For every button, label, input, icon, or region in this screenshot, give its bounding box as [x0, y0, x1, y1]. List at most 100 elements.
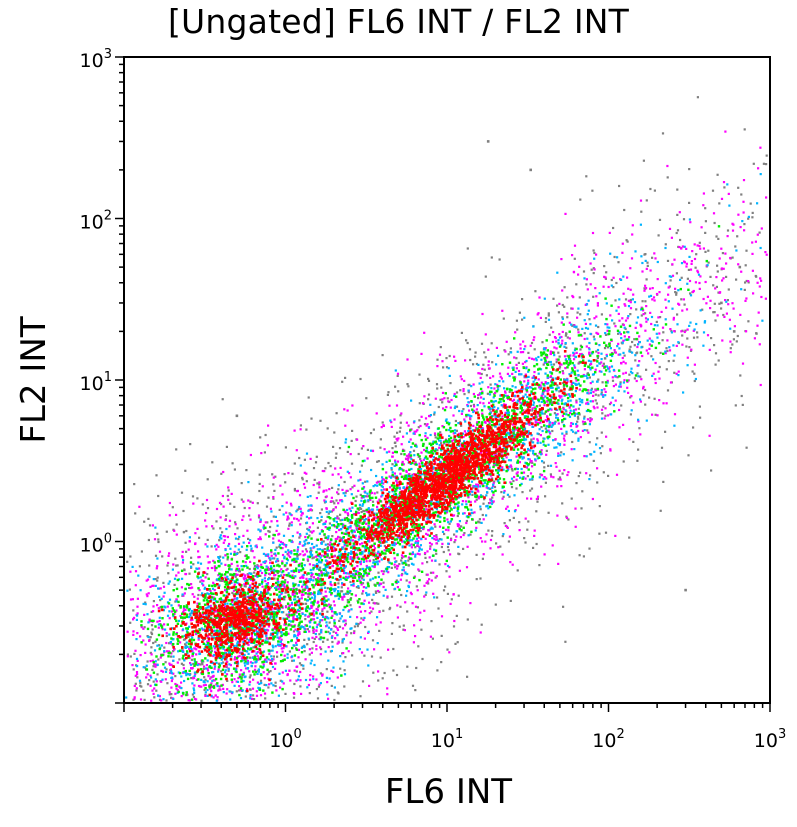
data-point — [191, 495, 195, 498]
data-point — [126, 655, 129, 658]
data-point — [156, 576, 159, 579]
data-point — [547, 314, 550, 317]
data-point — [749, 202, 752, 205]
data-point — [281, 591, 284, 594]
data-point — [419, 458, 422, 461]
data-point — [267, 568, 270, 571]
data-point — [452, 432, 455, 435]
data-point — [765, 196, 768, 199]
data-point — [283, 585, 286, 588]
data-point — [236, 592, 239, 595]
data-point — [242, 573, 245, 576]
data-point — [273, 667, 277, 670]
data-point — [536, 439, 540, 442]
data-point — [287, 632, 290, 635]
data-point — [418, 569, 421, 572]
data-point — [557, 422, 560, 425]
data-point — [623, 335, 626, 338]
data-point — [615, 473, 619, 476]
data-point — [226, 558, 229, 561]
data-point — [133, 684, 136, 687]
data-point — [249, 661, 252, 664]
data-point — [272, 515, 275, 518]
data-point — [254, 665, 257, 668]
data-point — [298, 533, 302, 536]
data-point — [159, 606, 162, 609]
data-point — [543, 553, 546, 556]
data-point — [460, 412, 463, 415]
data-point — [509, 464, 512, 467]
data-point — [188, 540, 191, 543]
data-point — [408, 453, 411, 456]
data-point — [312, 675, 315, 678]
data-point — [311, 531, 314, 534]
data-point — [205, 525, 208, 528]
data-point — [407, 473, 410, 476]
data-point — [535, 497, 538, 501]
data-point — [253, 654, 256, 657]
data-point — [665, 368, 668, 371]
data-point — [414, 517, 418, 520]
data-point — [433, 523, 436, 526]
data-point — [676, 313, 679, 316]
data-point — [473, 405, 476, 408]
data-point — [423, 584, 426, 587]
data-point — [682, 298, 685, 301]
data-point — [211, 461, 214, 464]
data-point — [360, 651, 364, 654]
data-point — [393, 418, 396, 421]
data-point — [331, 486, 334, 489]
data-point — [742, 200, 745, 203]
data-point — [378, 498, 381, 501]
data-point — [139, 589, 142, 592]
data-point — [734, 245, 737, 248]
data-point — [279, 679, 282, 682]
data-point — [325, 676, 328, 679]
data-point — [270, 682, 273, 685]
data-point — [613, 255, 616, 259]
data-point — [371, 449, 374, 452]
data-point — [175, 513, 178, 516]
data-point — [508, 440, 512, 443]
data-point — [167, 650, 170, 653]
data-point — [623, 303, 626, 306]
data-point — [754, 240, 757, 243]
data-point — [532, 546, 535, 549]
data-point — [492, 500, 495, 503]
data-point — [608, 326, 611, 329]
data-point — [626, 240, 629, 243]
data-point — [603, 388, 606, 391]
data-point — [332, 500, 335, 503]
data-point — [324, 526, 327, 529]
data-point — [604, 414, 607, 417]
data-point — [216, 696, 219, 699]
data-point — [423, 474, 427, 478]
data-point — [265, 684, 268, 687]
data-point — [743, 223, 746, 226]
data-point — [476, 421, 479, 424]
data-point — [245, 687, 249, 691]
data-point — [129, 555, 132, 558]
data-point — [287, 472, 290, 475]
data-point — [728, 318, 731, 321]
data-point — [579, 198, 582, 201]
data-point — [530, 357, 534, 360]
data-point — [350, 584, 353, 587]
data-point — [355, 518, 358, 521]
data-point — [649, 311, 652, 314]
data-point — [201, 613, 204, 616]
data-point — [456, 641, 459, 644]
data-point — [283, 473, 286, 476]
data-point — [142, 666, 145, 669]
data-point — [353, 530, 356, 533]
data-point — [669, 279, 672, 282]
data-point — [349, 555, 352, 559]
data-point — [227, 498, 230, 501]
data-point — [318, 483, 321, 486]
data-point — [548, 423, 551, 426]
data-point — [552, 297, 555, 300]
data-point — [139, 635, 142, 638]
data-point — [533, 406, 536, 409]
data-point — [756, 281, 759, 284]
data-point — [368, 601, 371, 604]
